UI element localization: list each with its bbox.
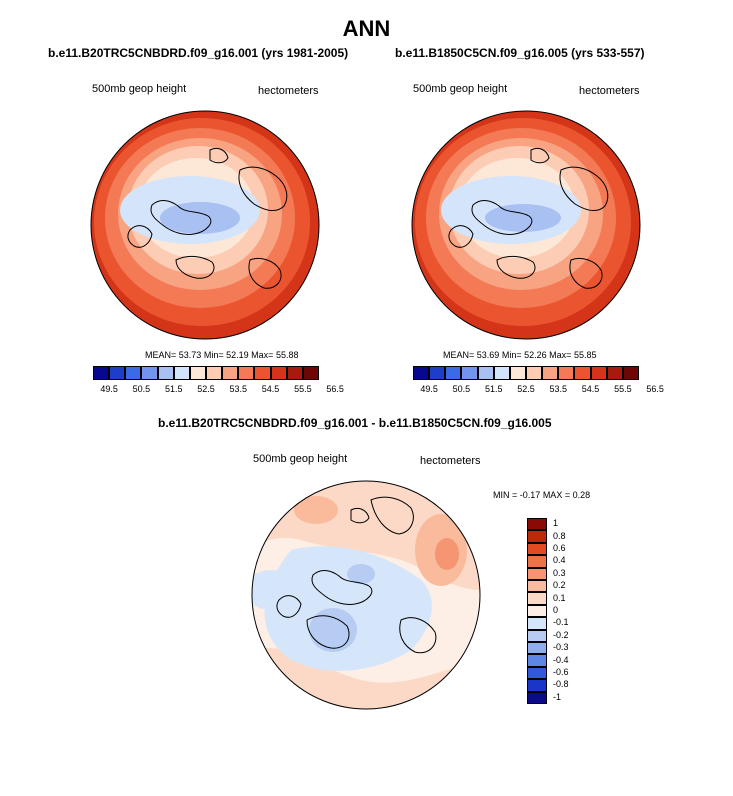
colorbar-swatch <box>141 366 158 380</box>
panel2-stats: MEAN= 53.69 Min= 52.26 Max= 55.85 <box>443 350 597 360</box>
panel2-case-title: b.e11.B1850C5CN.f09_g16.005 (yrs 533-557… <box>395 46 645 60</box>
colorbar-swatch <box>413 366 430 380</box>
diff-units-label: hectometers <box>420 455 481 467</box>
colorbar-tick-label: 54.5 <box>581 384 600 394</box>
diff-colorbar-swatch <box>527 617 547 630</box>
diff-min-max: MIN = -0.17 MAX = 0.28 <box>493 490 591 500</box>
diff-colorbar-label: -0.2 <box>553 629 569 640</box>
diff-field-label: 500mb geop height <box>253 453 348 465</box>
panel2-colorbar <box>413 366 639 380</box>
colorbar-swatch <box>606 366 623 380</box>
colorbar-swatch <box>302 366 319 380</box>
diff-colorbar-swatch <box>527 592 547 605</box>
colorbar-tick-label: 56.5 <box>326 384 344 394</box>
colorbar-swatch <box>477 366 494 380</box>
panel2-polar-map <box>411 110 641 340</box>
diff-colorbar-swatch <box>527 604 547 618</box>
panel1-colorbar-ticks: 49.5 50.5 51.5 52.5 53.5 54.5 55.5 56.5 <box>93 384 344 396</box>
diff-colorbar-swatch <box>527 580 547 593</box>
colorbar-tick-label: 56.5 <box>646 384 664 394</box>
colorbar-tick-label: 50.5 <box>132 384 151 394</box>
diff-colorbar-swatch <box>527 567 547 580</box>
colorbar-tick-label: 51.5 <box>484 384 503 394</box>
diff-title: b.e11.B20TRC5CNBDRD.f09_g16.001 - b.e11.… <box>158 416 552 430</box>
panel2-units-label: hectometers <box>579 85 640 97</box>
diff-colorbar-swatch <box>527 666 547 680</box>
diff-coastlines <box>276 496 437 654</box>
colorbar-swatch <box>206 366 223 380</box>
diff-colorbar-label: -1 <box>553 691 562 702</box>
diff-colorbar-labels: 1 0.8 0.6 0.4 0.3 0.2 0.1 0 -0.1 -0.2 -0.3 -0.4 -0.6… <box>553 518 593 704</box>
colorbar-swatch <box>493 366 510 380</box>
diff-colorbar-label: 0.4 <box>553 555 566 566</box>
colorbar-tick-label: 52.5 <box>197 384 215 394</box>
diff-colorbar-swatch <box>527 530 547 543</box>
diff-polar-map <box>251 480 481 710</box>
colorbar-swatch <box>542 366 559 380</box>
panel1-units-label: hectometers <box>258 85 319 97</box>
colorbar-tick-label: 49.5 <box>420 384 438 394</box>
colorbar-swatch <box>270 366 287 380</box>
diff-colorbar-label: 0.1 <box>553 592 566 603</box>
diff-colorbar-label: -0.6 <box>553 667 569 677</box>
diff-colorbar-swatch <box>527 555 547 568</box>
colorbar-swatch <box>429 366 446 380</box>
colorbar-tick-label: 50.5 <box>452 384 471 394</box>
diff-colorbar-swatch <box>527 654 547 667</box>
diff-colorbar-swatch <box>527 642 547 655</box>
panel2-colorbar-ticks: 49.5 50.5 51.5 52.5 53.5 54.5 55.5 56.5 <box>413 384 664 396</box>
panel1-polar-map <box>90 110 320 340</box>
panel1-colorbar <box>93 366 319 380</box>
colorbar-swatch <box>125 366 142 380</box>
diff-colorbar-label: 0 <box>553 605 559 615</box>
diff-colorbar-label: -0.8 <box>553 679 569 690</box>
colorbar-swatch <box>445 366 462 380</box>
diff-colorbar <box>527 518 547 704</box>
colorbar-swatch <box>254 366 271 380</box>
diff-colorbar-label: -0.3 <box>553 642 569 653</box>
colorbar-swatch <box>622 366 639 380</box>
figure-title: ANN <box>342 16 391 41</box>
diff-colorbar-label: 1 <box>553 518 559 529</box>
colorbar-tick-label: 54.5 <box>261 384 280 394</box>
panel2-coastlines <box>448 147 609 289</box>
diff-colorbar-label: 0.3 <box>553 567 566 578</box>
panel1-case-title: b.e11.B20TRC5CNBDRD.f09_g16.001 (yrs 198… <box>48 46 349 60</box>
colorbar-tick-label: 55.5 <box>294 384 312 394</box>
diff-colorbar-swatch <box>527 629 547 642</box>
colorbar-tick-label: 55.5 <box>614 384 632 394</box>
diff-colorbar-swatch <box>527 691 547 704</box>
colorbar-tick-label: 49.5 <box>100 384 118 394</box>
colorbar-swatch <box>93 366 110 380</box>
colorbar-swatch <box>526 366 543 380</box>
colorbar-swatch <box>574 366 591 380</box>
colorbar-swatch <box>157 366 174 380</box>
colorbar-tick-label: 53.5 <box>229 384 248 394</box>
diff-colorbar-swatch <box>527 542 547 556</box>
panel2-field-label: 500mb geop height <box>413 83 508 95</box>
colorbar-swatch <box>109 366 126 380</box>
diff-colorbar-label: 0.2 <box>553 580 566 591</box>
colorbar-swatch <box>189 366 206 380</box>
diff-colorbar-swatch <box>527 518 547 531</box>
panel1-coastlines <box>127 147 288 289</box>
colorbar-swatch <box>461 366 478 380</box>
colorbar-swatch <box>509 366 526 380</box>
diff-colorbar-label: 0.8 <box>553 530 566 541</box>
colorbar-tick-label: 52.5 <box>517 384 535 394</box>
diff-colorbar-label: 0.6 <box>553 543 566 553</box>
panel1-field-label: 500mb geop height <box>92 83 187 95</box>
colorbar-swatch <box>558 366 575 380</box>
colorbar-swatch <box>590 366 607 380</box>
colorbar-swatch <box>222 366 239 380</box>
colorbar-swatch <box>173 366 190 380</box>
colorbar-swatch <box>286 366 303 380</box>
diff-colorbar-label: -0.4 <box>553 654 569 665</box>
diff-colorbar-label: -0.1 <box>553 617 569 628</box>
diff-colorbar-swatch <box>527 679 547 692</box>
colorbar-tick-label: 51.5 <box>164 384 183 394</box>
panel1-stats: MEAN= 53.73 Min= 52.19 Max= 55.88 <box>145 350 299 360</box>
colorbar-tick-label: 53.5 <box>549 384 568 394</box>
colorbar-swatch <box>238 366 255 380</box>
